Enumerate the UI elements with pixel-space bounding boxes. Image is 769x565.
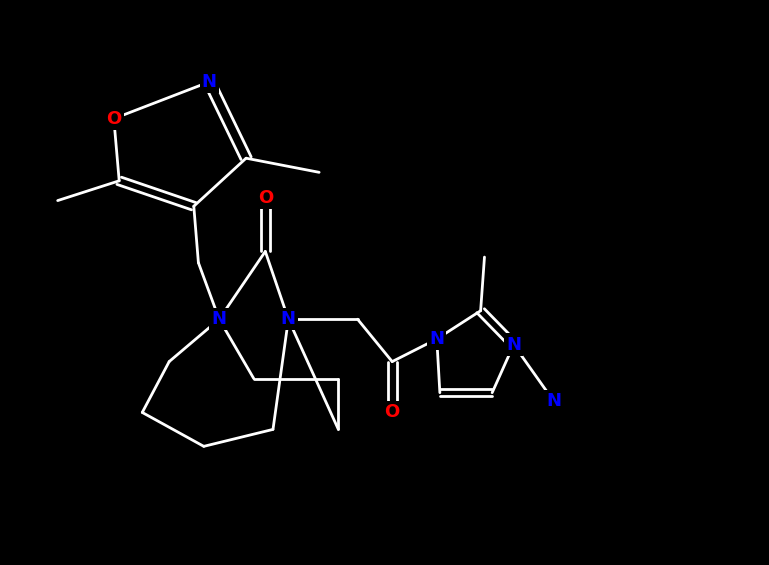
Text: N: N — [211, 310, 227, 328]
Text: O: O — [258, 189, 273, 207]
Text: N: N — [281, 310, 296, 328]
Text: N: N — [546, 392, 561, 410]
Text: N: N — [429, 330, 444, 348]
Text: N: N — [201, 73, 217, 91]
Text: O: O — [384, 403, 400, 421]
Text: O: O — [106, 110, 122, 128]
Text: N: N — [506, 336, 521, 354]
